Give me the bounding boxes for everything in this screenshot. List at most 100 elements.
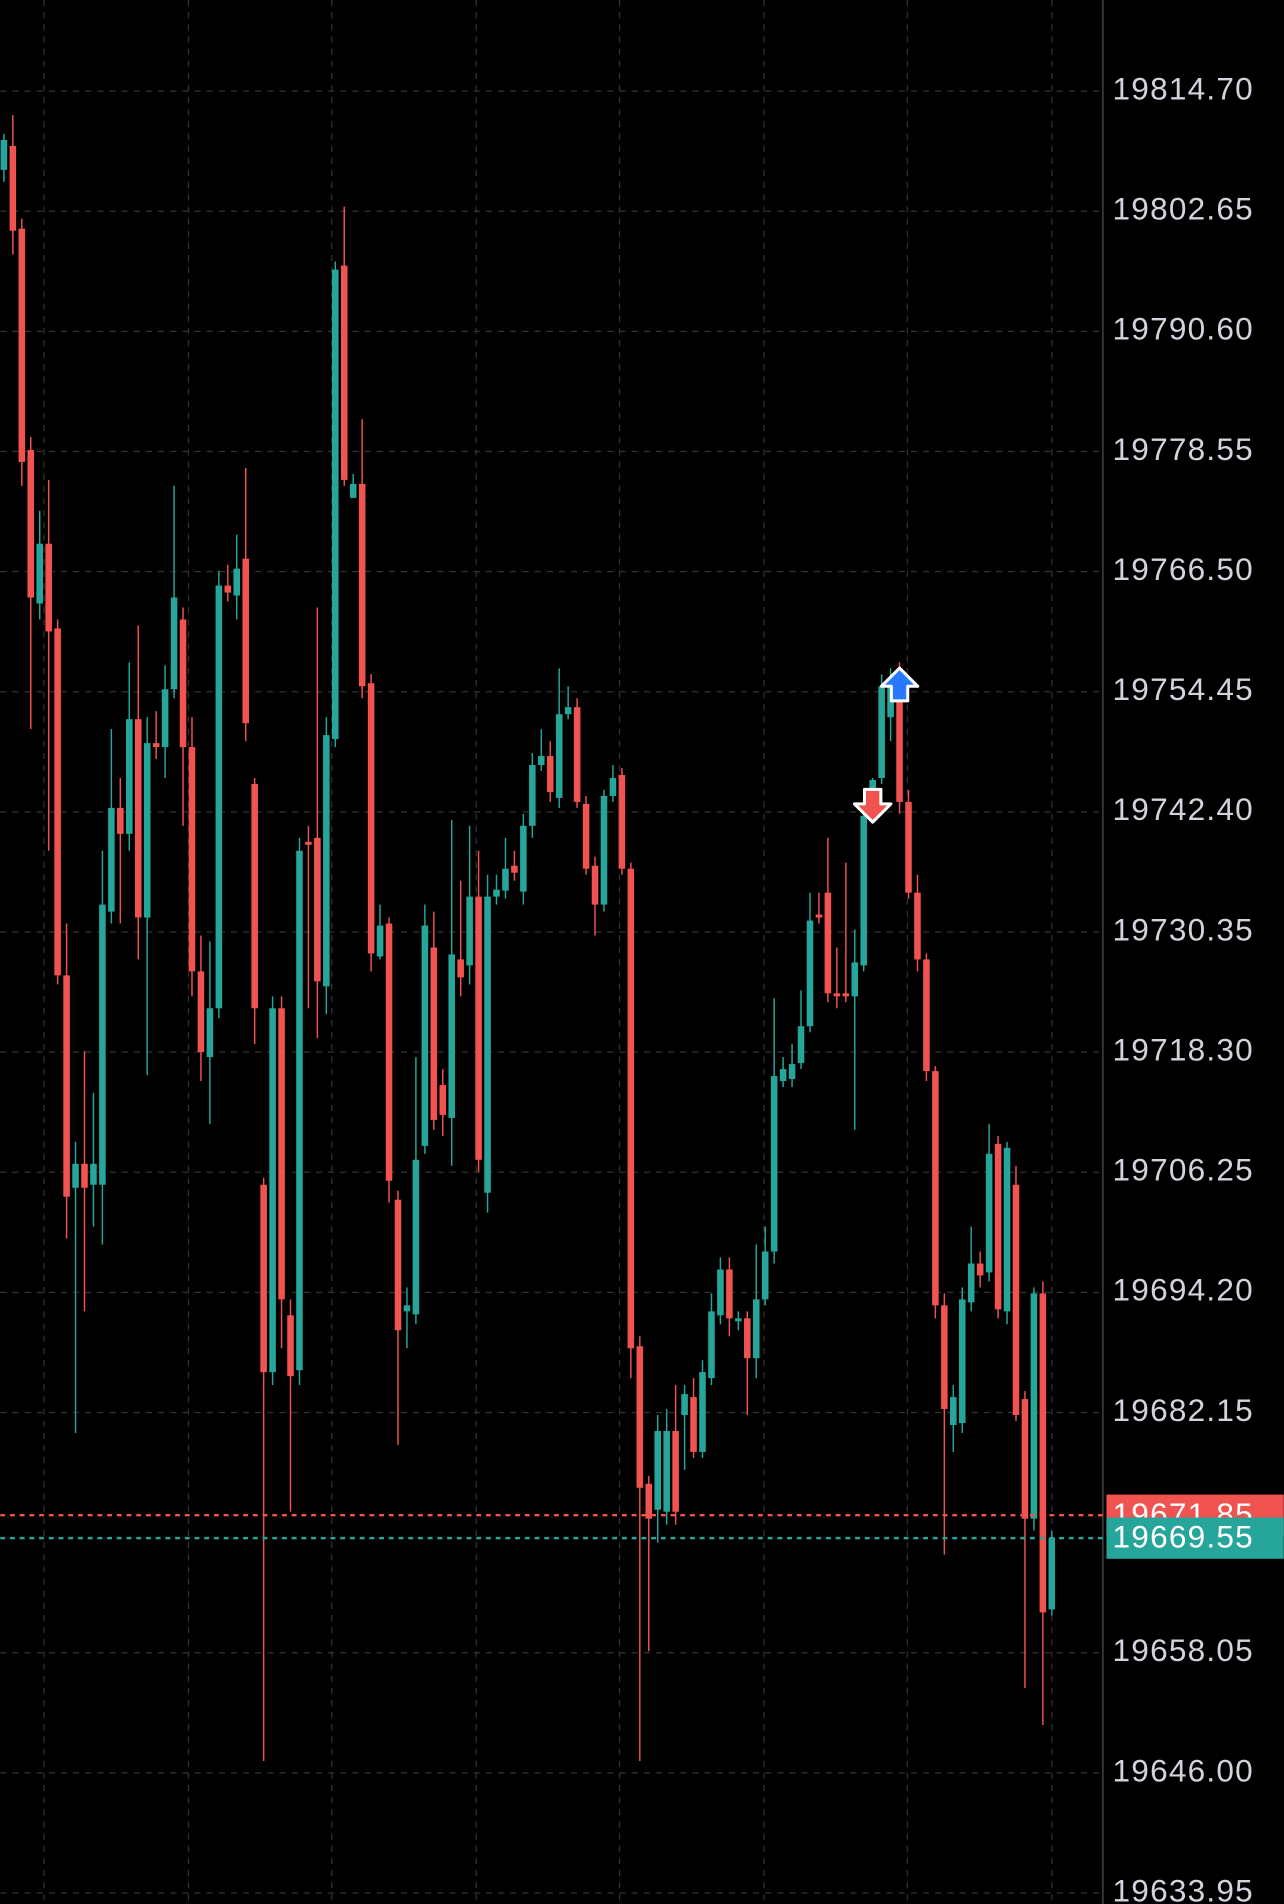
candle-body — [609, 777, 617, 796]
candle-body — [242, 558, 249, 724]
candle-body — [967, 1263, 975, 1303]
candle-body — [932, 1071, 939, 1306]
candle-body — [484, 896, 491, 1193]
candle-body — [529, 765, 536, 826]
candle-body — [296, 850, 303, 1371]
candle-body — [627, 868, 635, 1349]
candle-body — [976, 1263, 984, 1276]
candle-body — [806, 920, 814, 1027]
candle-body — [63, 975, 70, 1197]
candle-body — [1003, 1147, 1011, 1312]
candle-body — [403, 1305, 411, 1312]
candle-body — [269, 1008, 276, 1373]
candle-body — [761, 1251, 769, 1300]
candle-body — [421, 925, 429, 1146]
candle-body — [45, 543, 52, 632]
candle-body — [555, 714, 563, 798]
candle-body — [36, 543, 43, 604]
candle-body — [591, 865, 599, 905]
candle-body — [564, 707, 572, 715]
y-tick-label: 19814.70 — [1113, 70, 1254, 106]
candle-body — [18, 228, 26, 462]
candle-body — [726, 1269, 733, 1319]
candle-body — [152, 743, 160, 748]
candle-body — [851, 962, 859, 997]
candle-body — [1012, 1184, 1020, 1416]
candle-body — [941, 1305, 948, 1410]
candle-body — [72, 1163, 79, 1188]
candle-body — [457, 959, 464, 978]
y-tick-label: 19633.95 — [1113, 1872, 1254, 1904]
candle-body — [511, 865, 518, 873]
candle-body — [99, 904, 106, 1185]
candle-body — [950, 1397, 957, 1425]
candle-body — [708, 1311, 715, 1379]
y-tick-label: 19706.25 — [1113, 1152, 1254, 1188]
candle-body — [430, 947, 438, 1120]
candle-body — [1039, 1293, 1047, 1613]
y-tick-label: 19658.05 — [1113, 1632, 1254, 1668]
candle-body — [681, 1394, 688, 1416]
y-tick-label: 19718.30 — [1113, 1031, 1254, 1067]
candle-body — [690, 1397, 697, 1452]
candle-body — [439, 1085, 447, 1115]
candle-body — [394, 1199, 402, 1331]
candle-body — [475, 896, 482, 1160]
candle-body — [699, 1372, 706, 1452]
candle-body — [332, 269, 339, 740]
candle-body — [197, 971, 205, 1053]
candle-body — [1021, 1399, 1029, 1519]
candle-body — [618, 774, 626, 869]
trade-marker — [879, 666, 920, 703]
candle-body — [376, 925, 384, 957]
candle-body — [815, 914, 823, 918]
candle-body — [117, 807, 124, 834]
candle-body — [582, 803, 590, 869]
candle-body — [600, 795, 608, 905]
y-tick-label: 19766.50 — [1113, 551, 1254, 587]
candle-body — [744, 1318, 751, 1359]
candle-body — [188, 747, 196, 972]
candle-body — [143, 743, 151, 918]
candle-body — [824, 892, 832, 994]
candle-body — [466, 896, 473, 966]
candle-body — [161, 689, 169, 748]
candle-body — [0, 139, 8, 170]
candle-body — [27, 450, 35, 598]
candle-body — [134, 719, 142, 918]
candle-body — [349, 483, 357, 498]
candle-body — [914, 892, 921, 960]
candle-body — [842, 993, 850, 997]
candle-body — [90, 1163, 97, 1185]
candle-body — [717, 1269, 724, 1316]
candle-body — [367, 683, 375, 954]
candle-body — [923, 959, 930, 1072]
candle-body — [833, 993, 841, 997]
y-tick-label: 19802.65 — [1113, 191, 1254, 227]
candle-body — [358, 483, 366, 687]
candle-body — [323, 735, 330, 987]
candle-body — [672, 1430, 679, 1512]
y-tick-label: 19790.60 — [1113, 311, 1254, 347]
candle-body — [448, 954, 455, 1118]
y-tick-label: 19646.00 — [1113, 1752, 1254, 1788]
candle-body — [412, 1159, 420, 1315]
candle-body — [878, 686, 885, 778]
candle-body — [779, 1069, 787, 1082]
candle-body — [502, 868, 509, 891]
y-tick-label: 19778.55 — [1113, 431, 1254, 467]
candle-body — [1048, 1538, 1056, 1610]
candle-body — [663, 1430, 670, 1512]
candle-body — [797, 1026, 805, 1064]
candle-body — [860, 815, 868, 966]
candle-body — [994, 1143, 1002, 1310]
candle-body — [538, 756, 545, 766]
candle-body — [260, 1184, 267, 1373]
candle-body — [179, 619, 187, 748]
candle-body — [81, 1163, 88, 1188]
candle-body — [305, 841, 312, 845]
candle-body — [54, 628, 61, 976]
